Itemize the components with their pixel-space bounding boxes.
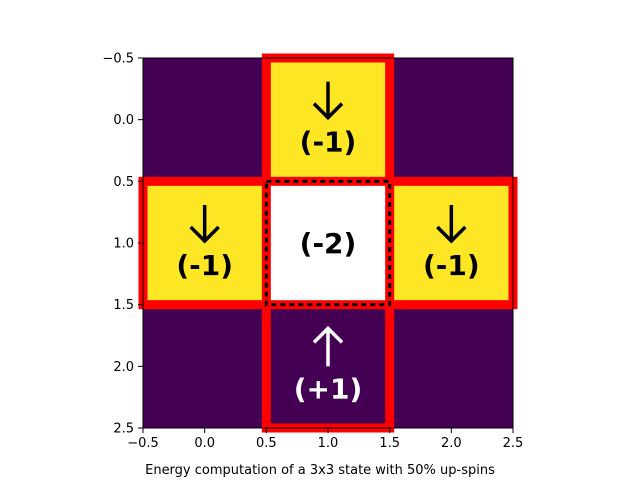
cell-r0-c0 [143,58,267,182]
cell-r2-c2 [389,304,513,428]
x-tick-label: 1.0 [318,436,339,451]
axes: −0.5 0.0 0.5 1.0 1.5 2.0 2.5−0.50.00.51.01.52.… [102,52,523,452]
center-outline [264,179,392,307]
down-arrow-icon [436,205,467,244]
y-tick-label: 1.5 [113,298,134,313]
y-tick-label: 2.0 [113,360,134,375]
arrow-head [436,225,467,244]
cell-r0-c2 [389,58,513,182]
arrow-head [312,102,344,121]
x-tick-label: 1.5 [379,436,400,451]
x-tick-label: 0.5 [256,436,277,451]
y-tick-label: 0.0 [113,113,134,128]
x-tick-label: 0.0 [194,436,215,451]
down-arrow-icon [189,205,220,244]
x-tick-label: −0.5 [127,436,159,451]
cell-r1-c1 [266,181,390,305]
y-tick-label: 1.0 [113,237,134,252]
x-tick-label: 2.5 [503,436,524,451]
cell-annotations: (-1) (-1) (-2) (-1) (+1) [176,81,480,405]
x-tick-label: 2.0 [441,436,462,451]
chart-caption: Energy computation of a 3x3 state with 5… [145,463,495,478]
up-arrow-icon [312,325,344,367]
y-tick-label: −0.5 [102,52,134,67]
down-arrow-icon [312,81,344,121]
arrow-head [312,325,344,344]
y-tick-label: 2.5 [113,422,134,437]
y-tick-label: 0.5 [113,175,134,190]
energy-label-r2-c1: (+1) [294,372,363,405]
energy-label-r1-c1: (-2) [300,227,357,260]
energy-label-r1-c0: (-1) [176,249,233,282]
energy-label-r0-c1: (-1) [300,126,357,159]
heatmap-cells [143,58,513,428]
energy-label-r1-c2: (-1) [423,249,480,282]
cell-r2-c0 [143,304,267,428]
arrow-head [189,225,220,244]
